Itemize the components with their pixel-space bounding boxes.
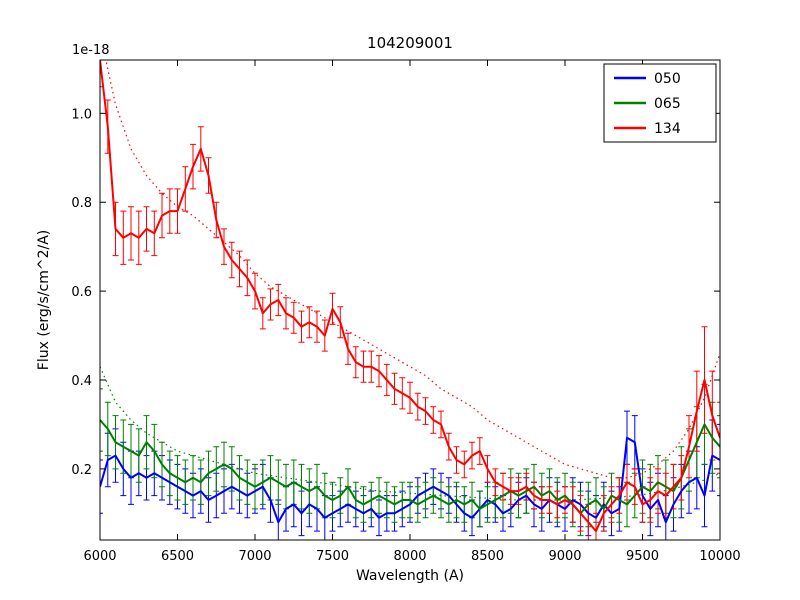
x-tick-label: 6000 <box>83 549 116 564</box>
y-tick-label: 0.6 <box>71 285 92 300</box>
y-axis-label: Flux (erg/s/cm^2/A) <box>36 230 52 370</box>
y-tick-label: 0.8 <box>71 196 92 211</box>
chart-title: 104209001 <box>367 34 453 52</box>
y-tick-label: 0.2 <box>71 463 92 478</box>
legend-label-065: 065 <box>654 96 681 112</box>
x-tick-label: 9500 <box>626 549 659 564</box>
legend-label-134: 134 <box>654 121 681 137</box>
tick-marks <box>99 60 721 540</box>
x-tick-label: 10000 <box>699 549 740 564</box>
x-axis-label: Wavelength (A) <box>356 568 464 584</box>
model-line-065-model <box>100 366 720 501</box>
data-layer <box>100 60 720 540</box>
legend-label-050: 050 <box>654 71 681 87</box>
x-tick-label: 7500 <box>316 549 349 564</box>
tick-labels: 6000 6500 7000 7500 8000 8500 9000 9500 10000 0.2… <box>71 107 740 564</box>
model-line-134-model <box>105 60 720 479</box>
x-tick-label: 6500 <box>161 549 194 564</box>
x-tick-label: 7000 <box>238 549 271 564</box>
x-tick-label: 8000 <box>393 549 426 564</box>
series-line-050 <box>100 436 720 524</box>
x-tick-label: 9000 <box>548 549 581 564</box>
series-line-134 <box>100 60 720 533</box>
y-axis-offset-label: 1e-18 <box>72 43 110 58</box>
y-tick-label: 0.4 <box>71 374 92 389</box>
y-tick-label: 1.0 <box>71 107 92 122</box>
legend: 050 065 134 <box>603 63 717 143</box>
x-tick-label: 8500 <box>471 549 504 564</box>
